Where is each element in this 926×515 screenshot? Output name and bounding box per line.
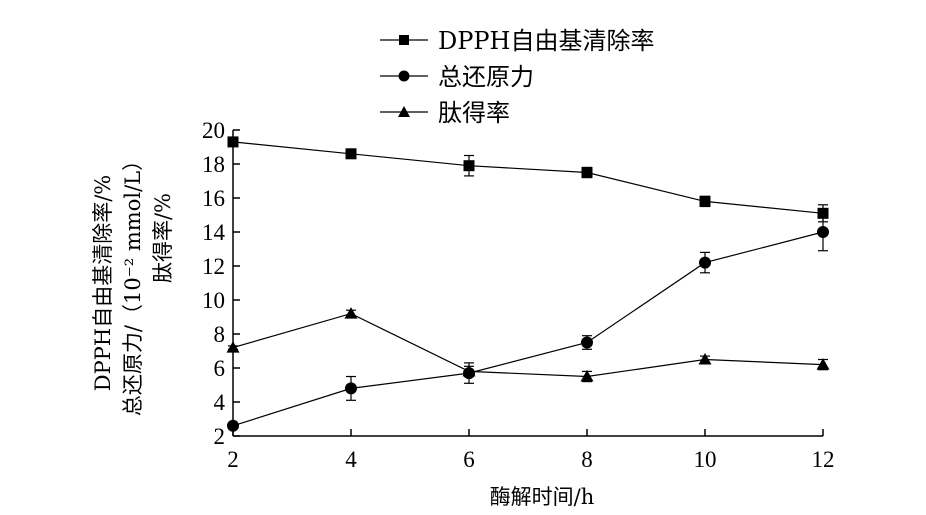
y-tick-label: 4	[214, 390, 226, 415]
series-line-peptide-yield	[232, 312, 824, 378]
y-axis-title-line-3: 肽得率/%	[151, 193, 175, 283]
x-tick-label: 6	[463, 447, 475, 472]
data-point-triangle	[816, 358, 830, 370]
data-point-circle	[699, 256, 711, 269]
data-point-square	[345, 148, 357, 160]
y-tick-label: 18	[202, 152, 225, 177]
legend-triangle-marker	[398, 106, 410, 117]
legend-item-dpph: DPPH自由基清除率	[380, 27, 654, 55]
x-tick-label: 4	[345, 447, 357, 472]
data-point-circle	[817, 226, 829, 238]
y-axis-title-line-1: DPPH自由基清除率/%	[91, 175, 115, 391]
data-point-triangle	[462, 364, 476, 377]
x-tick-label: 2	[227, 447, 239, 472]
x-tick-label: 10	[694, 447, 717, 472]
plot-area	[226, 136, 830, 432]
data-point-square	[227, 136, 239, 148]
legend-circle-marker	[398, 70, 410, 82]
y-tick-label: 16	[202, 186, 225, 211]
y-axis-title-line-2: 总还原力/（10⁻² mmol/L）	[121, 150, 145, 416]
data-point-triangle	[344, 307, 358, 319]
series-reducing-power	[227, 212, 829, 432]
data-point-square	[463, 160, 475, 172]
legend-item-reducing-power: 总还原力	[380, 63, 534, 91]
data-point-triangle	[580, 370, 594, 382]
data-point-square	[699, 195, 711, 207]
legend-label-peptide-yield: 肽得率	[438, 99, 510, 127]
legend-label-dpph: DPPH自由基清除率	[438, 27, 654, 55]
data-point-circle	[227, 419, 239, 432]
y-tick-label: 20	[202, 118, 225, 143]
series-line-reducing-power	[232, 231, 824, 427]
y-tick-label: 10	[202, 288, 225, 313]
x-tick-label: 12	[812, 447, 835, 472]
y-tick-label: 6	[214, 356, 226, 381]
y-ticks: 2 4 6 8 10 12 14 16 18 20	[202, 118, 240, 449]
legend-square-marker	[399, 35, 409, 45]
legend-label-reducing-power: 总还原力	[438, 63, 534, 91]
axes	[232, 130, 823, 437]
data-point-triangle	[226, 341, 240, 353]
legend-item-peptide-yield: 肽得率	[380, 99, 510, 127]
y-tick-label: 14	[202, 220, 226, 245]
y-tick-label: 2	[214, 424, 226, 449]
y-tick-label: 8	[214, 322, 226, 347]
data-point-square	[581, 167, 593, 178]
series-dpph	[227, 136, 829, 223]
series-peptide-yield	[226, 307, 830, 383]
data-point-triangle	[698, 353, 712, 365]
x-axis-title: 酶解时间/h	[490, 485, 595, 509]
x-tick-label: 8	[581, 447, 593, 472]
data-point-circle	[581, 336, 593, 349]
y-tick-label: 12	[202, 254, 225, 279]
legend: DPPH自由基清除率 总还原力 肽得率	[380, 27, 654, 127]
x-ticks: 2 4 6 8 10 12	[227, 429, 835, 472]
series-line-dpph	[232, 141, 824, 214]
data-point-circle	[345, 382, 357, 395]
y-axis-title: DPPH自由基清除率/% 总还原力/（10⁻² mmol/L） 肽得率/%	[91, 150, 175, 416]
